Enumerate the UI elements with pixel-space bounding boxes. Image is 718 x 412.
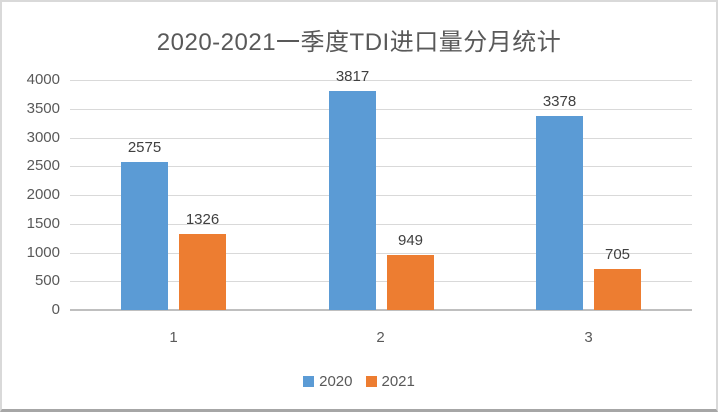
x-axis-label-2: 2 xyxy=(376,329,385,346)
gridline xyxy=(70,195,692,196)
legend-item-2021: 2021 xyxy=(365,373,415,390)
gridline xyxy=(70,137,692,139)
y-axis-label: 3000 xyxy=(26,128,60,146)
bar-2020-month-3 xyxy=(536,116,583,310)
gridline xyxy=(70,108,692,110)
data-label-2020-month-1: 2575 xyxy=(127,139,162,156)
legend-label-2021: 2021 xyxy=(381,373,415,390)
y-axis-label: 2500 xyxy=(26,157,60,175)
data-label-2020-month-2: 3817 xyxy=(335,68,370,85)
gridline xyxy=(70,80,692,81)
bar-2021-month-3 xyxy=(594,269,641,310)
bar-2021-month-2 xyxy=(387,255,434,310)
plot-area: 2575 1326 3817 949 3378 705 xyxy=(70,68,692,311)
bar-2020-month-2 xyxy=(329,91,376,310)
y-axis-label: 2000 xyxy=(26,186,60,203)
data-label-2021-month-2: 949 xyxy=(397,232,424,249)
x-axis-label-3: 3 xyxy=(584,329,593,346)
y-axis-label: 1500 xyxy=(26,214,60,232)
gridline xyxy=(70,223,692,225)
legend-item-2020: 2020 xyxy=(303,373,353,390)
legend-swatch-2021 xyxy=(365,376,377,387)
legend-label-2020: 2020 xyxy=(319,373,353,390)
gridline xyxy=(70,252,692,254)
x-axis-baseline xyxy=(70,309,692,311)
gridline xyxy=(70,281,692,283)
legend-swatch-2020 xyxy=(303,376,315,387)
chart-title: 2020-2021一季度TDI进口量分月统计 xyxy=(156,29,562,56)
y-axis-label: 3500 xyxy=(26,99,60,117)
y-axis-label: 0 xyxy=(51,301,60,318)
y-axis-label: 4000 xyxy=(26,71,60,88)
legend: 2020 2021 xyxy=(2,373,716,390)
y-axis-label: 1000 xyxy=(26,243,60,261)
y-axis-label: 500 xyxy=(34,272,60,290)
bar-2020-month-1 xyxy=(121,162,168,310)
data-label-2020-month-3: 3378 xyxy=(542,93,577,110)
x-axis-label-1: 1 xyxy=(169,329,178,346)
data-label-2021-month-3: 705 xyxy=(604,246,631,263)
bar-2021-month-1 xyxy=(179,234,226,310)
gridline xyxy=(70,166,692,168)
data-label-2021-month-1: 1326 xyxy=(185,211,220,228)
